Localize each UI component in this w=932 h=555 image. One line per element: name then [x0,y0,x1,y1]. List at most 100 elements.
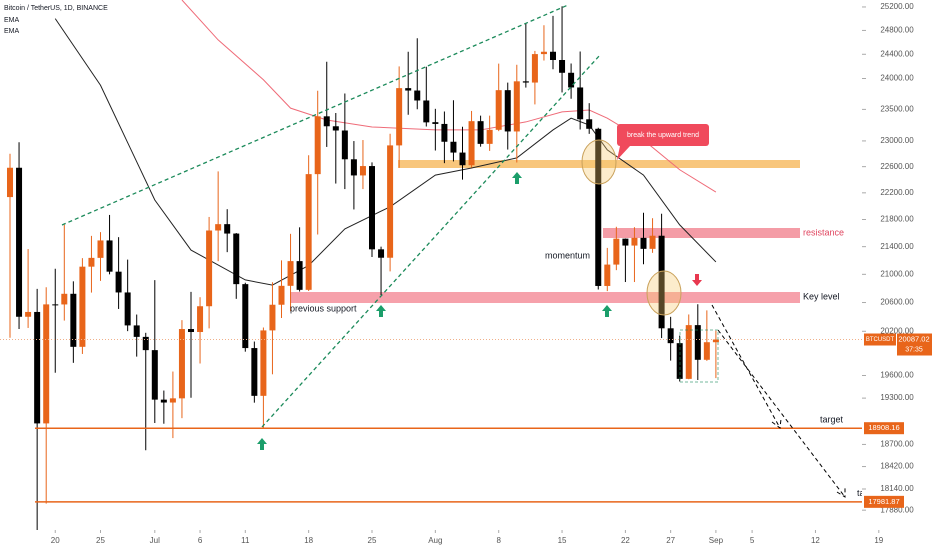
candle-body [685,325,692,379]
candle-body [16,167,23,317]
x-tick-label: 18 [304,536,313,545]
candle-body [513,81,520,132]
candle-body [169,398,176,403]
candle-body [242,284,249,349]
candle-body [477,121,484,144]
y-tick-label: 18420.00 [880,462,914,471]
candle-body [7,167,13,198]
candle-body [414,90,421,101]
candle-body [432,122,439,124]
candle-body [188,329,194,333]
candle-body [79,266,86,347]
price-axis [862,0,932,550]
legend-entry: EMA [4,28,20,35]
x-tick-label: 20 [51,536,60,545]
x-tick-label: 6 [198,536,203,545]
candle-body [450,141,457,153]
candle-body [341,130,348,160]
candle-body [595,128,602,286]
candle-body [151,350,158,400]
candle-body [142,336,149,351]
candle-body [52,304,59,306]
symbol-text: BTCUSDT [866,337,895,343]
zone-label: previous support [290,303,357,313]
candle-body [378,249,385,258]
candle-body [441,123,448,142]
x-tick-label: 19 [874,536,883,545]
projection [717,329,846,498]
callout-text: break the upward trend [627,132,699,139]
x-tick-label: 25 [96,536,105,545]
candle-body [540,51,547,55]
candle-body [640,237,647,249]
candle-body [622,238,629,246]
trendline [61,4,569,226]
candle-body [269,304,276,331]
candle-body [70,293,77,347]
candle-body [495,90,502,130]
resistance-zone [603,228,800,238]
candle-body [369,166,375,250]
key-level-zone [290,292,800,303]
y-tick-label: 20600.00 [880,298,914,307]
x-tick-label: Sep [709,536,724,545]
countdown: 37:35 [905,346,923,353]
x-tick-label: 27 [666,536,675,545]
x-tick-label: Aug [428,536,442,545]
down-arrow [692,274,702,286]
candle-body [278,285,285,305]
candle-body [124,292,131,326]
candle-body [106,240,113,272]
y-tick-label: 24400.00 [880,49,914,58]
candle-body [43,304,50,424]
price-badge-text: 20087.02 [898,334,929,343]
callout [617,124,709,146]
time-axis [0,530,862,550]
x-tick-label: 11 [241,536,250,545]
candle-body [133,325,140,337]
candle-body [197,306,204,333]
candle-body [287,261,294,286]
candle-body [215,224,222,231]
chart-title: Bitcoin / TetherUS, 1D, BINANCE [4,5,108,12]
y-tick-label: 25200.00 [880,2,914,11]
zone-label: resistance [803,227,844,237]
candle-body [350,159,357,176]
candle-body [296,261,303,290]
plot: targettarget [0,0,881,532]
note: momentum [545,250,590,260]
ema-line [54,18,717,286]
level-label: target [820,415,844,425]
candle-body [423,100,430,123]
arrow [376,305,386,317]
candle-body [703,342,710,360]
y-tick-label: 23500.00 [880,104,914,113]
candle-body [251,348,258,396]
candle-body [631,237,638,246]
y-tick-label: 20200.00 [880,326,914,335]
symbol-badge [864,333,896,346]
arrow [512,172,522,184]
candle-body [61,293,68,305]
candle-body [577,87,584,120]
candle-body [332,126,339,131]
candle-body [396,88,403,146]
y-tick-label: 18140.00 [880,484,914,493]
x-tick-label: 25 [368,536,377,545]
zone-label: Key level [803,291,840,301]
candle-body [359,166,366,176]
y-tick-label: 21800.00 [880,215,914,224]
y-tick-label: 22600.00 [880,162,914,171]
candle-body [160,399,167,403]
axes: 25200.00 24800.00 24400.00 24000.00 23500.00… [51,2,932,545]
y-tick-label: 21400.00 [880,242,914,251]
candle-body [649,235,656,249]
candle-body [658,235,665,329]
candle-body [586,119,593,129]
candle-body [550,51,556,60]
candle-body [260,330,267,396]
y-tick-label: 23000.00 [880,136,914,145]
candle-body [206,230,213,307]
